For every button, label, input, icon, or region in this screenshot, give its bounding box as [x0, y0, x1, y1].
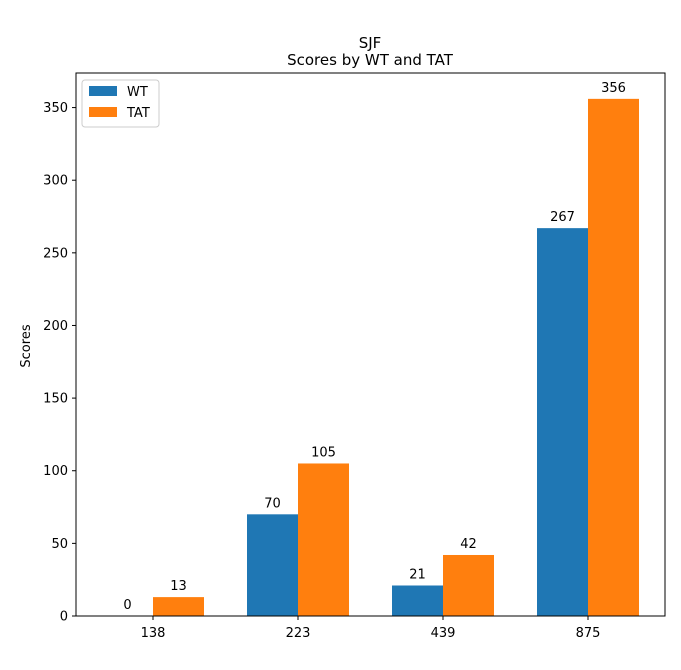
data-label-wt-875: 267	[550, 210, 575, 225]
y-tick-label: 150	[43, 392, 68, 407]
bar-wt-223	[247, 514, 298, 616]
y-tick-label: 250	[43, 246, 68, 261]
data-label-tat-875: 356	[601, 81, 626, 96]
data-label-tat-223: 105	[311, 445, 336, 460]
x-tick-label-875: 875	[576, 626, 601, 641]
bar-tat-875	[588, 98, 639, 617]
plot-frame	[75, 72, 666, 617]
y-tick-label: 300	[43, 174, 68, 189]
bar-wt-875	[537, 228, 588, 616]
bar-tat-138	[153, 597, 204, 616]
x-tick-label-439: 439	[431, 626, 456, 641]
y-tick-label: 200	[43, 319, 68, 334]
data-label-wt-439: 21	[409, 567, 426, 582]
bar-labels-group: 0 70 21 267 13 105 42 356	[123, 81, 626, 613]
bar-tat-439	[443, 554, 494, 616]
legend-label-wt: WT	[127, 85, 148, 100]
y-tick-label: 50	[51, 537, 68, 552]
legend: WT TAT	[81, 79, 160, 128]
legend-swatch-wt	[89, 86, 117, 96]
data-label-wt-223: 70	[264, 496, 281, 511]
data-label-tat-138: 13	[170, 579, 187, 594]
y-tick-label: 0	[60, 610, 68, 625]
bar-wt-439	[392, 585, 443, 616]
bar-tat-223	[298, 463, 349, 616]
y-tick-label: 350	[43, 101, 68, 116]
legend-label-tat: TAT	[126, 106, 150, 121]
data-label-tat-439: 42	[460, 537, 477, 552]
x-tick-label-138: 138	[141, 626, 166, 641]
legend-swatch-tat	[89, 107, 117, 117]
x-axis: 138 223 439 875	[141, 616, 601, 641]
bars-group	[153, 98, 639, 617]
chart-title: SJF	[359, 34, 382, 52]
y-axis-label: Scores	[19, 324, 34, 367]
y-axis: 0 50 100 150 200 250 300 350	[43, 101, 76, 625]
x-tick-label-223: 223	[286, 626, 311, 641]
data-label-wt-138: 0	[123, 598, 131, 613]
y-tick-label: 100	[43, 464, 68, 479]
chart-subtitle: Scores by WT and TAT	[287, 51, 454, 69]
